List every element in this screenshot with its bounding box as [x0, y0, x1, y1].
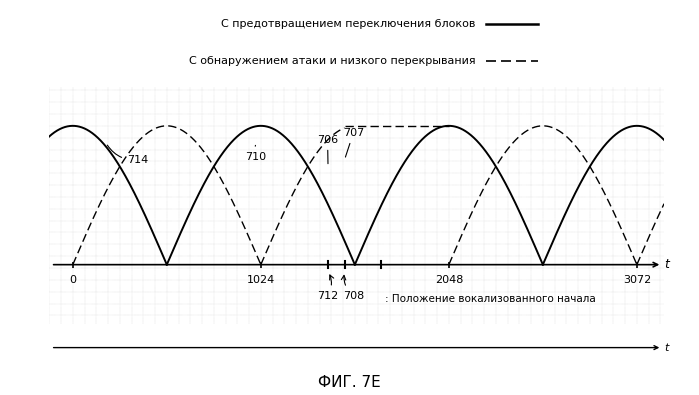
Text: 0: 0 — [69, 275, 76, 285]
Text: 706: 706 — [317, 135, 338, 164]
Text: t: t — [664, 258, 669, 271]
Text: 710: 710 — [245, 145, 266, 162]
Text: t: t — [664, 342, 668, 353]
Text: 708: 708 — [341, 275, 364, 301]
Text: ФИГ. 7Е: ФИГ. 7Е — [318, 375, 381, 390]
Text: : Положение вокализованного начала: : Положение вокализованного начала — [385, 293, 596, 303]
Text: С предотвращением переключения блоков: С предотвращением переключения блоков — [221, 19, 475, 29]
Text: С обнаружением атаки и низкого перекрывания: С обнаружением атаки и низкого перекрыва… — [189, 56, 475, 66]
Text: 1024: 1024 — [247, 275, 275, 285]
Text: 2048: 2048 — [435, 275, 463, 285]
Text: 714: 714 — [108, 145, 148, 165]
Text: 707: 707 — [343, 128, 364, 157]
Text: 712: 712 — [317, 275, 338, 301]
Text: 3072: 3072 — [623, 275, 651, 285]
